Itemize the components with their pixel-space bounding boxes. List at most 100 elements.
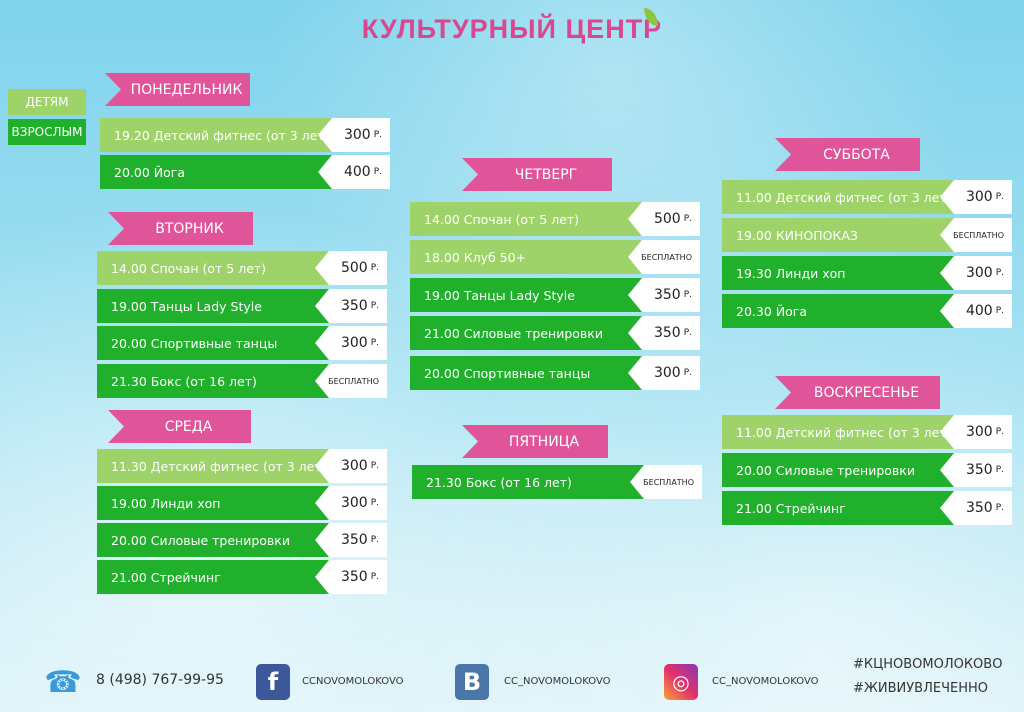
day-header: ЧЕТВЕРГ [462, 158, 612, 191]
currency: Р. [370, 498, 379, 508]
schedule-row: 21.00 Силовые тренировки 350 Р. [410, 316, 700, 350]
schedule-row: 19.30 Линди хоп 300 Р. [722, 256, 1012, 290]
price-tag: БЕСПЛАТНО [315, 364, 387, 398]
price-tag: БЕСПЛАТНО [628, 240, 700, 274]
vk-icon[interactable]: B [455, 664, 489, 700]
schedule-row: 11.30 Детский фитнес (от 3 лет) 300 Р. [97, 449, 387, 483]
class-name: 21.30 Бокс (от 16 лет) [426, 474, 572, 490]
legend-adults: ВЗРОСЛЫМ [8, 119, 86, 145]
price-tag: 350 Р. [628, 278, 700, 312]
price-tag: 350 Р. [315, 560, 387, 594]
price-tag: 300 Р. [628, 356, 700, 390]
price-tag: 300 Р. [940, 415, 1012, 449]
class-name: 11.00 Детский фитнес (от 3 лет) [736, 424, 952, 440]
schedule-row: 20.00 Силовые тренировки 350 Р. [97, 523, 387, 557]
currency: Р. [683, 290, 692, 300]
price-tag: 300 Р. [315, 449, 387, 483]
price-value: 500 [653, 211, 681, 227]
instagram-icon[interactable]: ◎ [664, 664, 698, 700]
class-name: 11.00 Детский фитнес (от 3 лет) [736, 189, 952, 205]
class-name: 20.00 Спортивные танцы [424, 365, 591, 381]
class-name: 19.00 КИНОПОКАЗ [736, 227, 858, 243]
class-name: 20.00 Силовые тренировки [736, 462, 915, 478]
schedule-row: 20.30 Йога 400 Р. [722, 294, 1012, 328]
price-value: 350 [965, 462, 993, 478]
schedule-row: 11.00 Детский фитнес (от 3 лет) 300 Р. [722, 180, 1012, 214]
currency: Р. [370, 263, 379, 273]
currency: Р. [995, 503, 1004, 513]
class-name: 19.00 Танцы Lady Style [424, 287, 575, 303]
class-name: 19.00 Танцы Lady Style [111, 298, 262, 314]
price-tag: БЕСПЛАТНО [940, 218, 1012, 252]
class-name: 18.00 Клуб 50+ [424, 249, 527, 265]
price-value: 300 [340, 495, 368, 511]
schedule-row: 21.30 Бокс (от 16 лет) БЕСПЛАТНО [412, 465, 702, 499]
price-tag: 300 Р. [318, 118, 390, 152]
schedule-row: 19.20 Детский фитнес (от 3 лет) 300 Р. [100, 118, 390, 152]
price-tag: 300 Р. [940, 256, 1012, 290]
price-value: 350 [340, 298, 368, 314]
schedule-row: 18.00 Клуб 50+ БЕСПЛАТНО [410, 240, 700, 274]
price-value: БЕСПЛАТНО [953, 230, 1004, 240]
price-value: 300 [965, 424, 993, 440]
price-value: 300 [965, 189, 993, 205]
currency: Р. [370, 461, 379, 471]
class-name: 19.00 Линди хоп [111, 495, 221, 511]
currency: Р. [373, 130, 382, 140]
currency: Р. [995, 268, 1004, 278]
price-value: 300 [653, 365, 681, 381]
price-tag: 350 Р. [315, 523, 387, 557]
price-value: 300 [343, 127, 371, 143]
price-tag: 400 Р. [318, 155, 390, 189]
price-value: 350 [340, 532, 368, 548]
vk-handle[interactable]: CC_NOVOMOLOKOVO [504, 676, 611, 687]
hashtag-1: #КЦНОВОМОЛОКОВО [853, 657, 1003, 672]
schedule-row: 21.30 Бокс (от 16 лет) БЕСПЛАТНО [97, 364, 387, 398]
schedule-row: 20.00 Силовые тренировки 350 Р. [722, 453, 1012, 487]
price-tag: БЕСПЛАТНО [630, 465, 702, 499]
schedule-row: 20.00 Йога 400 Р. [100, 155, 390, 189]
schedule-row: 11.00 Детский фитнес (от 3 лет) 300 Р. [722, 415, 1012, 449]
class-name: 21.00 Стрейчинг [736, 500, 846, 516]
class-name: 21.00 Силовые тренировки [424, 325, 603, 341]
day-header: ВТОРНИК [108, 212, 253, 245]
price-value: 300 [340, 458, 368, 474]
price-tag: 350 Р. [315, 289, 387, 323]
price-tag: 300 Р. [940, 180, 1012, 214]
price-value: 300 [340, 335, 368, 351]
day-header: СРЕДА [108, 410, 251, 443]
phone-number: 8 (498) 767-99-95 [96, 672, 224, 688]
instagram-handle[interactable]: CC_NOVOMOLOKOVO [712, 676, 819, 687]
schedule-row: 14.00 Спочан (от 5 лет) 500 Р. [410, 202, 700, 236]
facebook-handle[interactable]: CCNOVOMOLOKOVO [302, 676, 404, 687]
class-name: 20.00 Йога [114, 164, 185, 180]
price-tag: 350 Р. [940, 491, 1012, 525]
facebook-icon[interactable]: f [256, 664, 290, 700]
class-name: 19.20 Детский фитнес (от 3 лет) [114, 127, 330, 143]
price-value: 350 [653, 325, 681, 341]
class-name: 14.00 Спочан (от 5 лет) [111, 260, 267, 276]
class-name: 19.30 Линди хоп [736, 265, 846, 281]
class-name: 11.30 Детский фитнес (от 3 лет) [111, 458, 327, 474]
class-name: 20.30 Йога [736, 303, 807, 319]
currency: Р. [995, 465, 1004, 475]
price-tag: 400 Р. [940, 294, 1012, 328]
schedule-row: 19.00 Линди хоп 300 Р. [97, 486, 387, 520]
price-tag: 300 Р. [315, 486, 387, 520]
price-tag: 500 Р. [628, 202, 700, 236]
price-value: 350 [965, 500, 993, 516]
legend-kids: ДЕТЯМ [8, 89, 86, 115]
class-name: 20.00 Силовые тренировки [111, 532, 290, 548]
price-tag: 350 Р. [940, 453, 1012, 487]
currency: Р. [995, 427, 1004, 437]
price-tag: 350 Р. [628, 316, 700, 350]
currency: Р. [370, 572, 379, 582]
page-title: КУЛЬТУРНЫЙ ЦЕНТР [361, 14, 663, 44]
phone-icon: ☎ [44, 664, 82, 700]
price-tag: 500 Р. [315, 251, 387, 285]
currency: Р. [370, 301, 379, 311]
schedule-row: 19.00 Танцы Lady Style 350 Р. [97, 289, 387, 323]
currency: Р. [995, 306, 1004, 316]
price-value: 400 [343, 164, 371, 180]
day-header: СУББОТА [775, 138, 920, 171]
